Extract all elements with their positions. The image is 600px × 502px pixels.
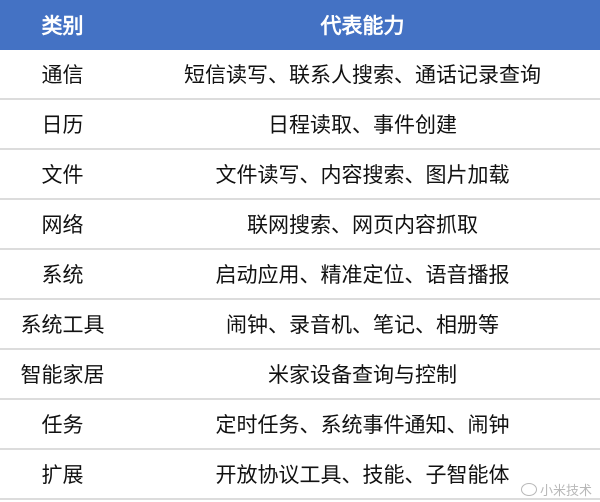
watermark: 小米技术 — [520, 480, 592, 499]
cell-capability: 闹钟、录音机、笔记、相册等 — [125, 299, 600, 350]
table-row: 任务 定时任务、系统事件通知、闹钟 — [0, 399, 600, 450]
cell-category: 系统 — [0, 249, 125, 300]
table-row: 系统 启动应用、精准定位、语音播报 — [0, 249, 600, 300]
cell-capability: 定时任务、系统事件通知、闹钟 — [125, 399, 600, 450]
table-row: 文件 文件读写、内容搜索、图片加载 — [0, 149, 600, 200]
cell-category: 任务 — [0, 399, 125, 450]
table-row: 日历 日程读取、事件创建 — [0, 99, 600, 150]
header-capability: 代表能力 — [125, 0, 600, 50]
cell-category: 网络 — [0, 199, 125, 250]
table-row: 通信 短信读写、联系人搜索、通话记录查询 — [0, 50, 600, 100]
cell-category: 扩展 — [0, 449, 125, 500]
cell-capability: 开放协议工具、技能、子智能体 — [125, 449, 600, 500]
table-header-row: 类别 代表能力 — [0, 0, 600, 50]
header-category: 类别 — [0, 0, 125, 50]
cell-capability: 文件读写、内容搜索、图片加载 — [125, 149, 600, 200]
cell-category: 系统工具 — [0, 299, 125, 350]
cell-capability: 联网搜索、网页内容抓取 — [125, 199, 600, 250]
table-row: 扩展 开放协议工具、技能、子智能体 — [0, 449, 600, 500]
cell-category: 日历 — [0, 99, 125, 150]
weibo-icon — [520, 483, 537, 496]
cell-category: 智能家居 — [0, 349, 125, 400]
cell-capability: 启动应用、精准定位、语音播报 — [125, 249, 600, 300]
table-row: 系统工具 闹钟、录音机、笔记、相册等 — [0, 299, 600, 350]
watermark-text: 小米技术 — [539, 484, 592, 499]
cell-capability: 米家设备查询与控制 — [125, 349, 600, 400]
cell-category: 文件 — [0, 149, 125, 200]
table-row: 网络 联网搜索、网页内容抓取 — [0, 199, 600, 250]
cell-capability: 日程读取、事件创建 — [125, 99, 600, 150]
table-row: 智能家居 米家设备查询与控制 — [0, 349, 600, 400]
cell-capability: 短信读写、联系人搜索、通话记录查询 — [125, 50, 600, 100]
cell-category: 通信 — [0, 50, 125, 100]
